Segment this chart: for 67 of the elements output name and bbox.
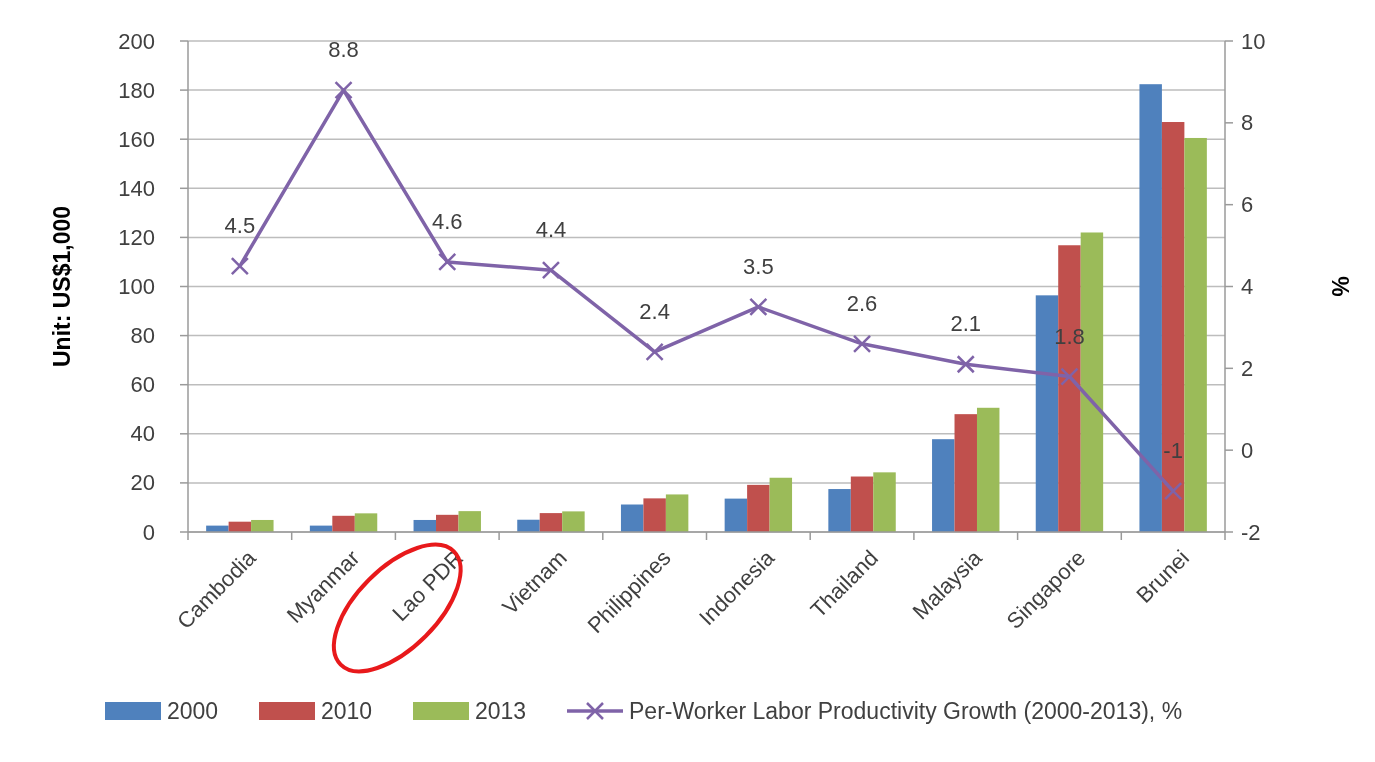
y2-tick-label: 2 bbox=[1241, 355, 1254, 381]
bar bbox=[724, 498, 748, 532]
y-tick-label: 180 bbox=[118, 77, 155, 103]
legend-label: 2010 bbox=[321, 698, 373, 724]
data-label: 8.8 bbox=[328, 37, 359, 63]
point bbox=[645, 342, 664, 362]
y-tick-label: 40 bbox=[130, 421, 155, 447]
y2-axis-title: % bbox=[1327, 276, 1353, 297]
bar bbox=[517, 519, 540, 532]
bar bbox=[747, 484, 770, 532]
y2-tick-label: -2 bbox=[1241, 519, 1261, 545]
point bbox=[852, 334, 872, 354]
point bbox=[438, 252, 457, 272]
bar bbox=[562, 511, 585, 532]
bar bbox=[769, 477, 793, 532]
legend-label: Per-Worker Labor Productivity Growth (2000-2013), % bbox=[629, 698, 1183, 724]
y-tick-label: 200 bbox=[118, 28, 155, 54]
bar bbox=[665, 494, 689, 532]
bar bbox=[354, 513, 378, 532]
bar bbox=[413, 519, 437, 532]
bar bbox=[332, 515, 355, 532]
point bbox=[334, 80, 353, 100]
y2-tick-label: 10 bbox=[1241, 28, 1266, 54]
bar bbox=[1184, 137, 1207, 532]
point bbox=[230, 256, 250, 276]
bar bbox=[954, 414, 977, 532]
y2-tick-label: 0 bbox=[1241, 437, 1254, 463]
bar bbox=[436, 514, 459, 532]
y-tick-label: 120 bbox=[118, 224, 155, 250]
data-label: 2.1 bbox=[950, 311, 982, 337]
bar bbox=[251, 519, 274, 532]
bar bbox=[873, 472, 896, 532]
y-tick-label: 100 bbox=[118, 274, 155, 299]
data-label: 2.6 bbox=[846, 290, 878, 316]
y2-tick-label: 6 bbox=[1241, 192, 1254, 218]
bar bbox=[539, 513, 563, 532]
bar bbox=[458, 511, 481, 532]
legend-label: 2013 bbox=[475, 698, 527, 724]
y-tick-label: 0 bbox=[142, 519, 155, 545]
y-tick-label: 80 bbox=[130, 323, 155, 349]
bar bbox=[850, 476, 874, 532]
data-label: 4.4 bbox=[535, 217, 567, 243]
y-tick-label: 60 bbox=[130, 372, 155, 398]
bar bbox=[620, 504, 644, 532]
bar bbox=[1139, 84, 1162, 532]
data-label: -1 bbox=[1163, 438, 1183, 464]
y-tick-label: 20 bbox=[130, 470, 155, 496]
point bbox=[956, 354, 975, 374]
bar bbox=[932, 439, 955, 532]
y-axis-title: Unit: US$1,000 bbox=[49, 205, 75, 368]
y2-tick-label: 8 bbox=[1241, 110, 1254, 136]
point bbox=[749, 297, 768, 317]
bar bbox=[828, 489, 851, 532]
bar bbox=[1161, 122, 1185, 532]
point bbox=[1060, 367, 1079, 386]
legend-label: 2000 bbox=[167, 698, 219, 724]
data-label: 4.5 bbox=[224, 213, 256, 239]
point bbox=[1163, 481, 1183, 501]
y2-tick-label: 4 bbox=[1241, 274, 1254, 299]
data-label: 4.6 bbox=[431, 208, 463, 234]
y-tick-label: 140 bbox=[118, 175, 155, 201]
point bbox=[541, 260, 561, 280]
data-label: 3.5 bbox=[743, 253, 774, 279]
y-tick-label: 160 bbox=[118, 126, 155, 152]
bar bbox=[643, 498, 666, 532]
bar bbox=[976, 407, 1000, 532]
data-label: 2.4 bbox=[639, 298, 670, 324]
